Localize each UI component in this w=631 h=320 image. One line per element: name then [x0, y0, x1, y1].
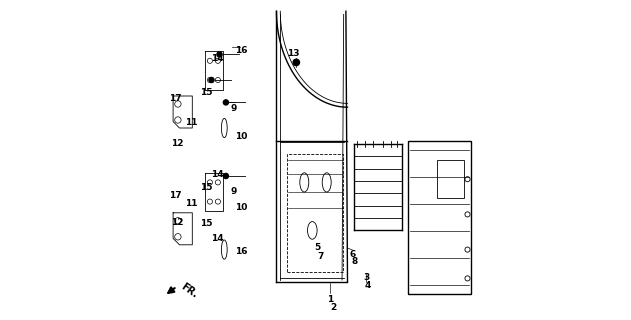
Circle shape: [209, 77, 214, 83]
Text: 12: 12: [171, 139, 183, 148]
Text: 6: 6: [350, 250, 356, 259]
Text: FR.: FR.: [179, 281, 199, 300]
Text: 10: 10: [235, 203, 247, 212]
Circle shape: [223, 100, 228, 105]
Text: 17: 17: [169, 94, 182, 103]
Text: 16: 16: [235, 247, 247, 256]
Text: 7: 7: [317, 252, 324, 261]
Text: 17: 17: [169, 191, 182, 200]
Bar: [408, 141, 471, 294]
Text: 9: 9: [231, 104, 237, 113]
Circle shape: [217, 52, 222, 57]
Text: 11: 11: [186, 118, 198, 127]
Text: 11: 11: [186, 199, 198, 208]
Circle shape: [223, 173, 228, 179]
Bar: [437, 160, 464, 198]
Bar: [286, 154, 343, 272]
Text: 16: 16: [235, 46, 247, 55]
Text: 2: 2: [330, 303, 336, 312]
Text: 12: 12: [171, 218, 183, 227]
Text: 15: 15: [200, 183, 212, 192]
Circle shape: [293, 59, 300, 66]
Text: 8: 8: [351, 257, 358, 266]
Text: 14: 14: [211, 234, 223, 243]
Text: 3: 3: [363, 273, 369, 282]
Text: 14: 14: [211, 54, 223, 63]
Text: 9: 9: [231, 188, 237, 196]
Text: 4: 4: [364, 281, 370, 290]
Text: 15: 15: [200, 88, 212, 97]
Text: 14: 14: [211, 170, 223, 179]
Text: 5: 5: [314, 244, 320, 252]
Text: 1: 1: [327, 295, 333, 304]
Text: 15: 15: [200, 220, 212, 228]
Text: 13: 13: [288, 49, 300, 58]
Text: 10: 10: [235, 132, 247, 140]
